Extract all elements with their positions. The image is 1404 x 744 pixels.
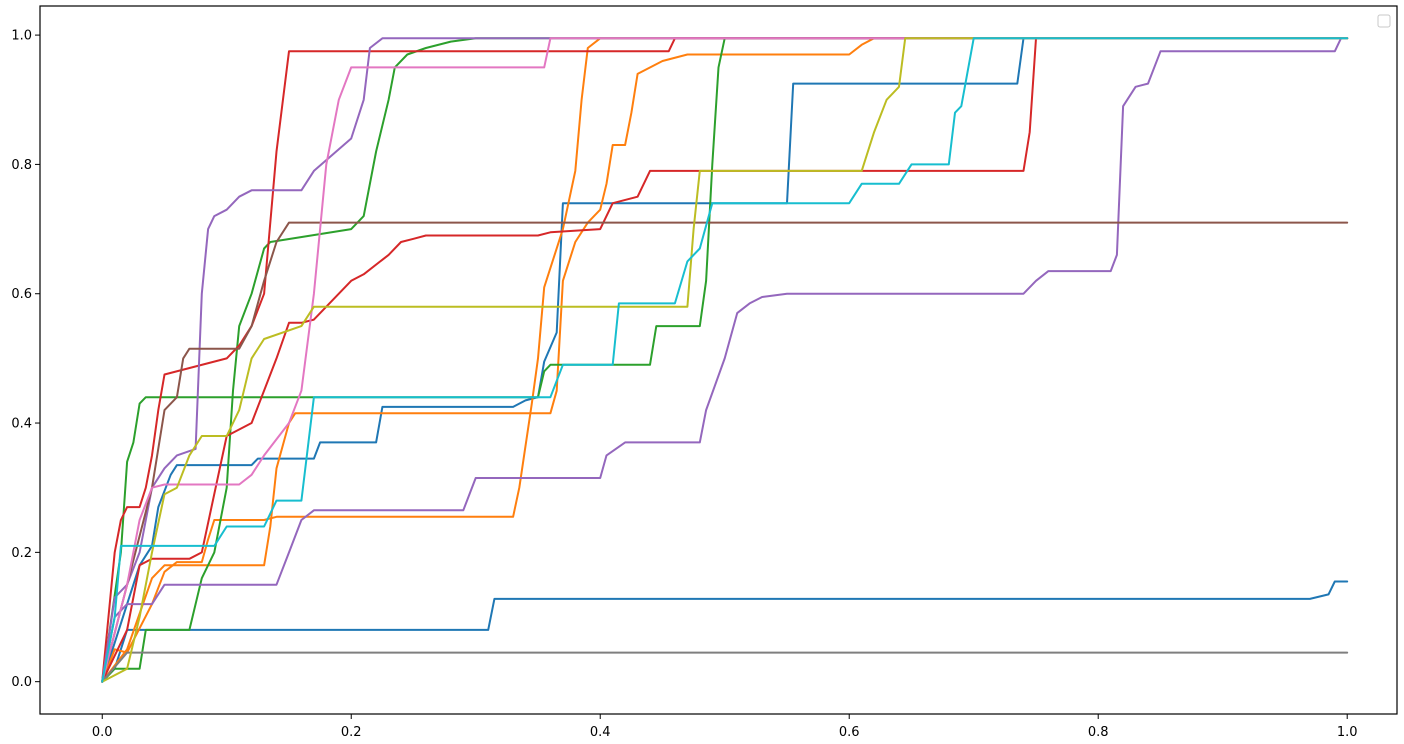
series-line-2 bbox=[101, 37, 1349, 683]
series-line-7 bbox=[101, 37, 1349, 683]
series-line-6 bbox=[101, 37, 1349, 683]
series-line-10 bbox=[101, 37, 1349, 683]
y-tick-label: 0.8 bbox=[11, 158, 32, 173]
x-axis-ticks: 0.0 0.2 0.4 0.6 0.8 1.0 bbox=[92, 714, 1358, 740]
plot-area bbox=[40, 6, 1397, 714]
series-line-9 bbox=[101, 37, 1349, 683]
series-line-12 bbox=[101, 37, 1349, 683]
series-line-15 bbox=[101, 37, 1349, 683]
series-line-14 bbox=[101, 37, 1349, 683]
series-line-5 bbox=[101, 37, 1349, 683]
series-line-8 bbox=[101, 37, 1349, 683]
series-line-13 bbox=[101, 651, 1349, 683]
x-tick-label: 0.2 bbox=[341, 725, 362, 740]
y-tick-label: 0.6 bbox=[11, 287, 32, 302]
series-group bbox=[101, 37, 1349, 683]
x-tick-label: 1.0 bbox=[1337, 725, 1358, 740]
x-tick-label: 0.4 bbox=[590, 725, 611, 740]
axes-frame bbox=[39, 5, 1398, 715]
y-tick-label: 0.2 bbox=[11, 546, 32, 561]
x-tick-label: 0.6 bbox=[839, 725, 860, 740]
x-tick-label: 0.0 bbox=[92, 725, 113, 740]
series-line-3 bbox=[101, 37, 1349, 683]
y-axis-ticks: 0.0 0.2 0.4 0.6 0.8 1.0 bbox=[11, 29, 40, 690]
series-line-4 bbox=[101, 37, 1349, 683]
legend-box bbox=[1377, 14, 1391, 28]
y-tick-label: 0.4 bbox=[11, 417, 32, 432]
y-tick-label: 1.0 bbox=[11, 29, 32, 44]
series-line-1 bbox=[101, 580, 1349, 683]
x-tick-label: 0.8 bbox=[1088, 725, 1109, 740]
y-tick-label: 0.0 bbox=[11, 675, 32, 690]
